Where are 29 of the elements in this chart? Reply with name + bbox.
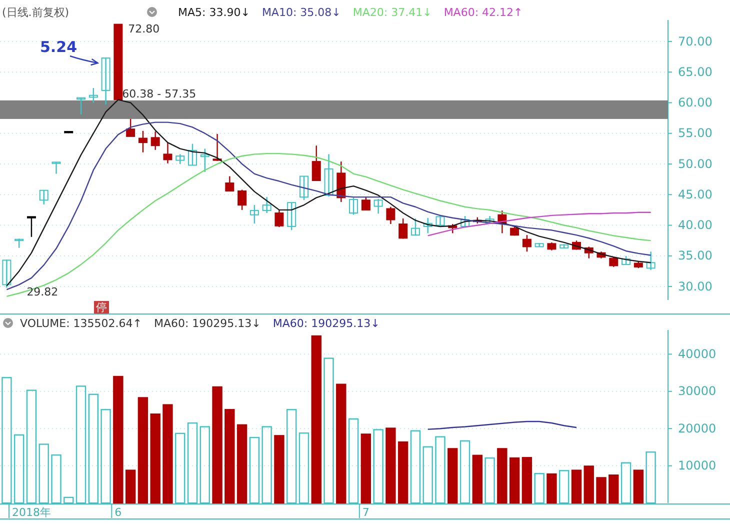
y-tick-label: 65.00 bbox=[678, 64, 712, 79]
text: MA10: 35.08↓ bbox=[262, 6, 341, 19]
y-tick-label: 40000 bbox=[678, 347, 716, 362]
x-tick-label: 7 bbox=[362, 506, 370, 519]
y-tick-label: 30.00 bbox=[678, 279, 712, 294]
y-tick-label: 60.00 bbox=[678, 96, 712, 110]
y-tick-label: 55.00 bbox=[678, 126, 712, 140]
text: MA5: 33.90↓ bbox=[178, 6, 250, 19]
annotation: 5.24 bbox=[40, 38, 78, 56]
text: VOLUME: 135502.64↑ bbox=[20, 317, 142, 330]
y-tick-label: 70.00 bbox=[678, 34, 712, 48]
text: MA60: 190295.13↓ bbox=[154, 317, 261, 330]
y-tick-label: 40.00 bbox=[678, 218, 712, 232]
x-tick-label: 6 bbox=[114, 506, 122, 519]
text: MA60: 190295.13↓ bbox=[272, 317, 380, 330]
annotation: 29.82 bbox=[26, 286, 58, 299]
band-label: 60.38 - 57.35 bbox=[122, 87, 196, 100]
text: 停 bbox=[96, 301, 107, 314]
chart-title: (日线.前复权) bbox=[2, 6, 70, 19]
y-tick-label: 10000 bbox=[678, 458, 716, 473]
y-tick-label: 20000 bbox=[678, 421, 716, 436]
x-tick-label: 2018年 bbox=[12, 506, 51, 519]
y-tick-label: 50.00 bbox=[678, 156, 712, 171]
y-tick-label: 35.00 bbox=[678, 248, 712, 263]
y-tick-label: 30000 bbox=[678, 384, 716, 398]
text: MA20: 37.41↓ bbox=[352, 6, 432, 19]
text: MA60: 42.12↑ bbox=[444, 6, 523, 19]
y-tick-label: 45.00 bbox=[678, 187, 712, 202]
annotation: 72.80 bbox=[128, 22, 160, 36]
